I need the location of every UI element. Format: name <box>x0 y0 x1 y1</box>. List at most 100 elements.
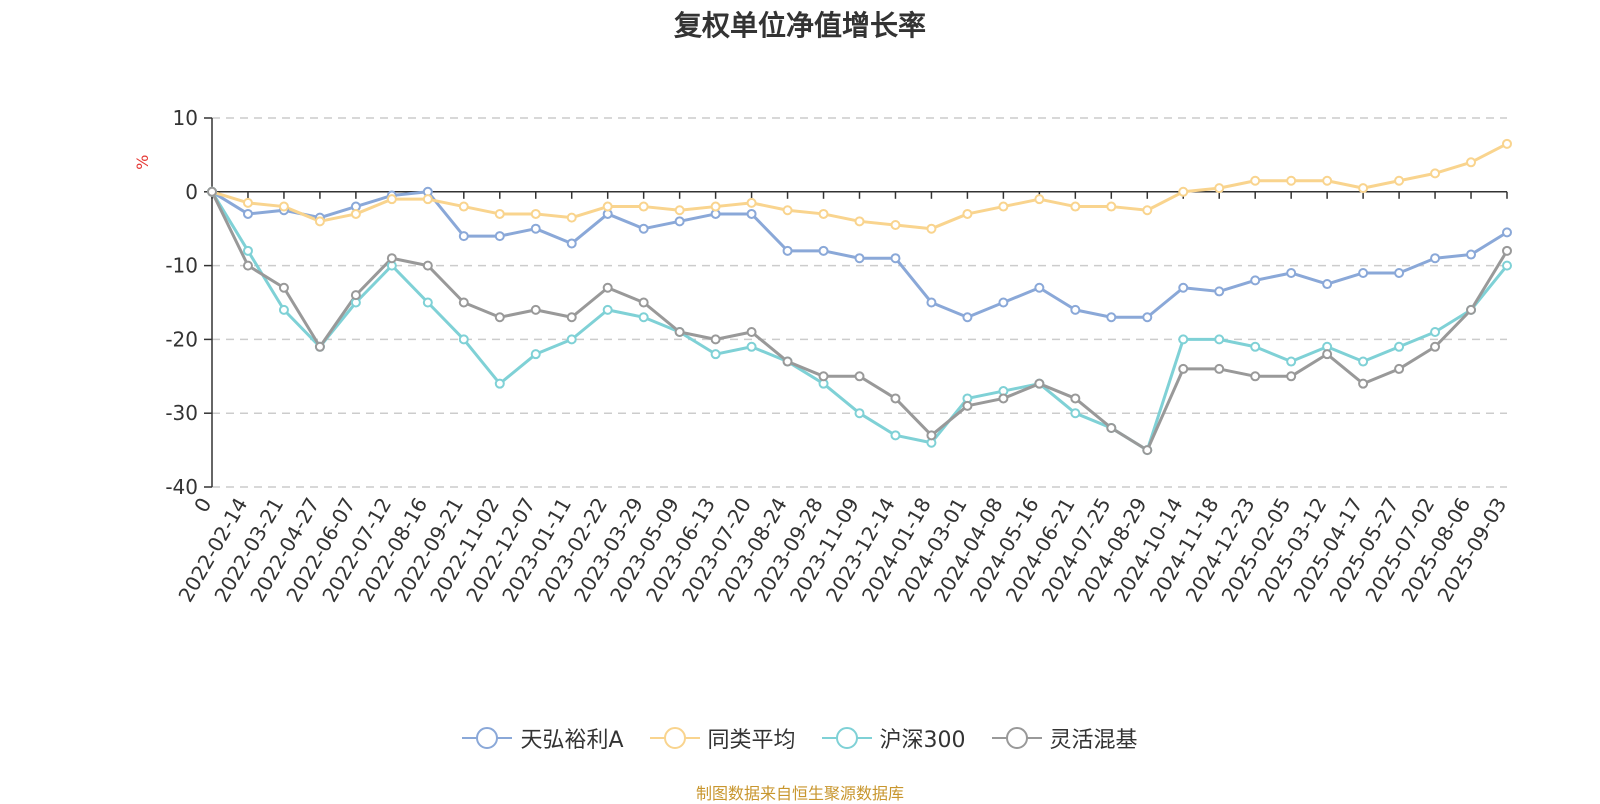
data-point <box>530 223 541 234</box>
data-point <box>1070 393 1081 404</box>
data-point <box>1430 168 1441 179</box>
data-point <box>1070 201 1081 212</box>
data-point <box>494 312 505 323</box>
data-point <box>494 231 505 242</box>
data-point <box>1286 371 1297 382</box>
y-tick-label: 0 <box>185 180 198 204</box>
y-tick-label: -30 <box>165 401 198 425</box>
data-point <box>998 201 1009 212</box>
data-point <box>926 223 937 234</box>
data-point <box>1214 334 1225 345</box>
data-point <box>494 208 505 219</box>
legend-label: 天弘裕利A <box>520 728 624 753</box>
data-point <box>1250 175 1261 186</box>
data-point <box>710 349 721 360</box>
legend-marker-icon <box>821 727 872 749</box>
data-point <box>1178 282 1189 293</box>
data-point <box>1322 175 1333 186</box>
y-tick-label: -10 <box>165 254 198 278</box>
data-point <box>674 327 685 338</box>
data-point <box>314 216 325 227</box>
data-point <box>1286 356 1297 367</box>
legend-marker-icon <box>991 727 1042 749</box>
data-point <box>710 201 721 212</box>
data-point <box>1034 378 1045 389</box>
data-point <box>1142 205 1153 216</box>
data-point <box>1286 267 1297 278</box>
data-point <box>422 297 433 308</box>
data-point <box>962 208 973 219</box>
data-point <box>278 282 289 293</box>
data-point <box>207 186 217 197</box>
legend-marker-icon <box>649 727 700 749</box>
series-lines <box>210 142 1509 452</box>
data-point <box>998 297 1009 308</box>
data-point <box>242 260 253 271</box>
data-point <box>1070 408 1081 419</box>
data-point <box>746 208 757 219</box>
data-point <box>854 408 865 419</box>
data-point <box>1178 186 1189 197</box>
data-point <box>746 327 757 338</box>
y-tick-label: 10 <box>173 106 198 130</box>
data-point <box>818 371 829 382</box>
legend-label: 沪深300 <box>879 728 966 753</box>
data-point <box>782 356 793 367</box>
data-point <box>638 223 649 234</box>
data-point <box>242 197 253 208</box>
data-point <box>566 334 577 345</box>
data-point <box>1394 341 1405 352</box>
data-point <box>1394 175 1405 186</box>
data-point <box>1466 249 1477 260</box>
data-point <box>890 393 901 404</box>
data-point <box>1142 312 1153 323</box>
data-point <box>1394 267 1405 278</box>
data-point <box>674 216 685 227</box>
data-point <box>602 304 613 315</box>
data-point <box>1358 183 1369 194</box>
data-point <box>422 194 433 205</box>
data-point <box>1430 327 1441 338</box>
data-point <box>602 201 613 212</box>
data-point <box>782 205 793 216</box>
data-point <box>1358 356 1369 367</box>
series-markers <box>207 138 1512 456</box>
source-note: 制图数据来自恒生聚源数据库 <box>695 784 904 803</box>
data-point <box>1178 363 1189 374</box>
data-point <box>1502 227 1512 238</box>
data-point <box>530 349 541 360</box>
data-point <box>674 205 685 216</box>
data-point <box>530 304 541 315</box>
data-point <box>890 253 901 264</box>
series-line-1 <box>211 142 1508 231</box>
line-chart: 100-10-20-30-40%02022-02-142022-03-21202… <box>133 106 1512 606</box>
legend-item[interactable]: 同类平均 <box>649 722 796 754</box>
data-point <box>854 371 865 382</box>
legend-item[interactable]: 沪深300 <box>821 722 966 754</box>
data-point <box>566 312 577 323</box>
data-point <box>566 212 577 223</box>
data-point <box>530 208 541 219</box>
data-point <box>1250 341 1261 352</box>
data-point <box>1466 157 1477 168</box>
data-point <box>278 304 289 315</box>
data-point <box>1106 201 1117 212</box>
legend-label: 同类平均 <box>707 728 796 753</box>
data-point <box>350 290 361 301</box>
data-point <box>422 260 433 271</box>
data-point <box>1214 363 1225 374</box>
data-point <box>458 297 469 308</box>
data-point <box>1250 275 1261 286</box>
data-point <box>1214 286 1225 297</box>
data-point <box>818 208 829 219</box>
data-point <box>458 231 469 242</box>
legend-marker-icon <box>462 727 513 749</box>
legend-item[interactable]: 天弘裕利A <box>462 722 624 754</box>
data-point <box>1034 194 1045 205</box>
data-point <box>782 245 793 256</box>
data-point <box>638 312 649 323</box>
data-point <box>746 197 757 208</box>
data-point <box>926 430 937 441</box>
legend-item[interactable]: 灵活混基 <box>991 722 1138 754</box>
data-point <box>1394 363 1405 374</box>
